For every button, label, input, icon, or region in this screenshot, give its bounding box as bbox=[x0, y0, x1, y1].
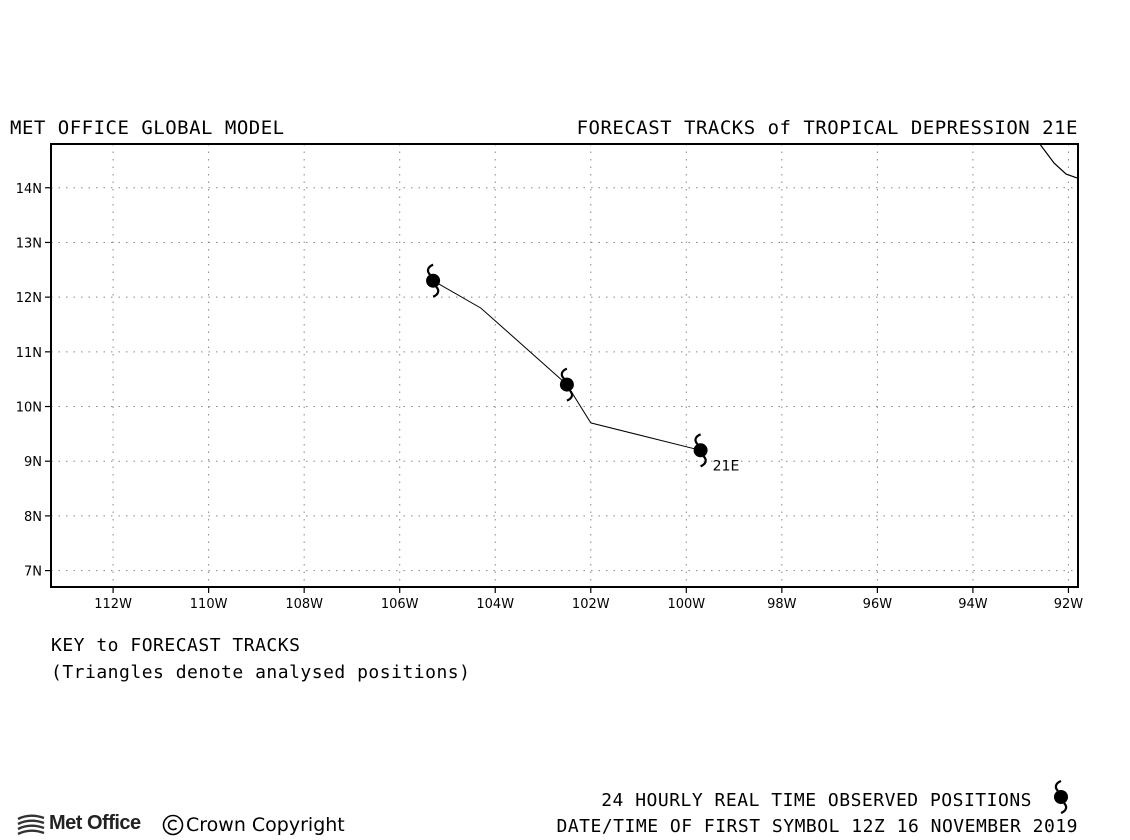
copyright-notice: Crown Copyright bbox=[162, 814, 345, 836]
lat-tick-label: 14N bbox=[16, 182, 42, 197]
lon-tick-label: 96W bbox=[863, 597, 893, 612]
copyright-icon bbox=[162, 814, 184, 836]
lat-tick-label: 9N bbox=[24, 455, 42, 470]
coastline bbox=[1039, 143, 1078, 179]
met-office-logo: Met Office bbox=[16, 812, 141, 835]
lon-tick-label: 102W bbox=[572, 597, 610, 612]
storm-symbols: 21E bbox=[426, 263, 740, 474]
tropical-cyclone-icon bbox=[1054, 780, 1068, 814]
lon-tick-label: 100W bbox=[667, 597, 705, 612]
lat-tick-label: 12N bbox=[16, 291, 42, 306]
key-title: KEY to FORECAST TRACKS bbox=[51, 635, 301, 656]
axis-ticks: 112W 110W 108W 106W 104W 102W 100W 98W 96W 94W 92W… bbox=[16, 182, 1084, 612]
lat-tick-label: 7N bbox=[24, 565, 42, 580]
tropical-cyclone-icon bbox=[693, 433, 708, 468]
copyright-text: Crown Copyright bbox=[186, 814, 345, 836]
coastline-path bbox=[1039, 143, 1078, 179]
met-office-logo-text: Met Office bbox=[49, 812, 141, 834]
lon-tick-label: 92W bbox=[1054, 597, 1084, 612]
lon-tick-label: 94W bbox=[958, 597, 988, 612]
tropical-cyclone-icon bbox=[559, 367, 574, 402]
observed-positions-label: 24 HOURLY REAL TIME OBSERVED POSITIONS bbox=[601, 790, 1032, 811]
lon-tick-label: 108W bbox=[285, 597, 323, 612]
lat-tick-label: 11N bbox=[16, 346, 42, 361]
lat-tick-label: 8N bbox=[24, 510, 42, 525]
lon-tick-label: 112W bbox=[94, 597, 132, 612]
lon-tick-label: 106W bbox=[381, 597, 419, 612]
lon-tick-label: 98W bbox=[767, 597, 797, 612]
lat-tick-label: 13N bbox=[16, 236, 42, 251]
forecast-track bbox=[432, 280, 701, 451]
track-line bbox=[432, 280, 701, 451]
storm-label: 21E bbox=[713, 458, 740, 474]
lon-tick-label: 104W bbox=[476, 597, 514, 612]
lon-tick-label: 110W bbox=[190, 597, 228, 612]
lat-tick-label: 10N bbox=[16, 401, 42, 416]
map-frame bbox=[50, 143, 1079, 588]
model-title: MET OFFICE GLOBAL MODEL bbox=[10, 117, 285, 139]
first-symbol-datetime: DATE/TIME OF FIRST SYMBOL 12Z 16 NOVEMBE… bbox=[556, 816, 1078, 837]
key-note: (Triangles denote analysed positions) bbox=[51, 662, 471, 683]
tropical-cyclone-icon bbox=[426, 263, 441, 298]
forecast-title: FORECAST TRACKS of TROPICAL DEPRESSION 2… bbox=[576, 117, 1078, 139]
met-office-logo-icon bbox=[17, 814, 45, 835]
map-gridlines bbox=[51, 144, 1078, 587]
